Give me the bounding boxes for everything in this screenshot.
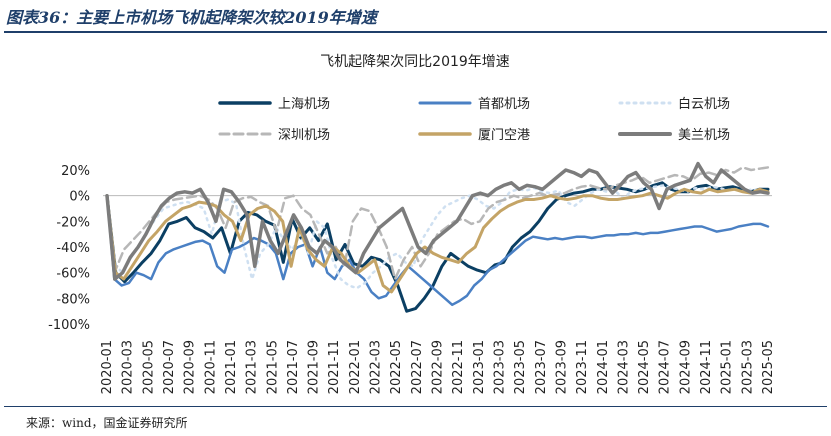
x-tick-label: 2021-11 xyxy=(327,340,342,394)
x-tick-label: 2025-01 xyxy=(720,340,735,394)
legend-label: 白云机场 xyxy=(678,96,730,112)
x-tick-label: 2021-09 xyxy=(307,340,322,394)
x-tick-label: 2021-05 xyxy=(265,340,280,394)
x-tick-label: 2025-05 xyxy=(761,340,776,394)
caption-rule xyxy=(4,31,827,33)
legend-label: 上海机场 xyxy=(278,97,330,112)
source-rule xyxy=(4,406,827,407)
x-tick-label: 2023-03 xyxy=(492,340,507,394)
x-tick-label: 2025-03 xyxy=(740,340,755,394)
series-line-4 xyxy=(105,166,770,281)
series-line-6 xyxy=(105,161,770,281)
y-tick-label: 0% xyxy=(69,190,90,205)
y-tick-label: -40% xyxy=(56,241,90,256)
y-tick-label: 20% xyxy=(61,164,90,179)
x-tick-label: 2024-05 xyxy=(637,340,652,394)
source-note: 来源：wind，国金证券研究所 xyxy=(26,416,188,430)
x-tick-label: 2023-11 xyxy=(575,340,590,394)
chart-plot-area xyxy=(105,161,770,313)
x-tick-label: 2022-09 xyxy=(431,340,446,394)
legend-label: 厦门空港 xyxy=(478,128,530,143)
x-tick-label: 2020-03 xyxy=(121,340,136,394)
legend-label: 美兰机场 xyxy=(678,128,730,143)
legend-label: 深圳机场 xyxy=(278,128,330,143)
x-tick-label: 2024-03 xyxy=(616,340,631,394)
x-tick-label: 2023-09 xyxy=(554,340,569,394)
x-tick-label: 2023-07 xyxy=(534,340,549,394)
legend-label: 首都机场 xyxy=(478,97,530,112)
y-tick-label: -60% xyxy=(56,267,90,282)
x-tick-label: 2020-09 xyxy=(183,340,198,394)
x-tick-label: 2022-03 xyxy=(369,340,384,394)
chart-axes: 20% 0% -20% -40% -60% -80% -100% 2020-01 2020-03… xyxy=(48,164,776,394)
x-tick-label: 2024-07 xyxy=(658,340,673,394)
y-tick-label: -100% xyxy=(48,318,90,333)
x-tick-label: 2021-01 xyxy=(224,340,239,394)
x-tick-label: 2021-03 xyxy=(245,340,260,394)
x-tick-label: 2022-11 xyxy=(451,340,466,394)
x-tick-label: 2020-01 xyxy=(100,340,115,394)
x-tick-label: 2023-05 xyxy=(513,340,528,394)
x-tick-label: 2024-09 xyxy=(678,340,693,394)
x-tick-label: 2022-05 xyxy=(389,340,404,394)
y-tick-label: -20% xyxy=(56,215,90,230)
x-tick-label: 2020-05 xyxy=(141,340,156,394)
x-tick-label: 2022-01 xyxy=(348,340,363,394)
figure-caption: 图表36：主要上市机场飞机起降架次较2019年增速 xyxy=(6,8,377,27)
x-tick-label: 2024-11 xyxy=(699,340,714,394)
x-tick-label: 2021-07 xyxy=(286,340,301,394)
series-line-2 xyxy=(105,194,770,307)
x-tick-label: 2024-01 xyxy=(596,340,611,394)
x-tick-label: 2023-01 xyxy=(472,340,487,394)
x-tick-label: 2020-07 xyxy=(162,340,177,394)
series-line-1 xyxy=(105,181,770,313)
series-line-5 xyxy=(105,187,770,294)
y-tick-label: -80% xyxy=(56,292,90,307)
chart-title: 飞机起降架次同比2019年增速 xyxy=(320,54,510,70)
x-tick-label: 2022-07 xyxy=(410,340,425,394)
x-tick-label: 2020-11 xyxy=(203,340,218,394)
